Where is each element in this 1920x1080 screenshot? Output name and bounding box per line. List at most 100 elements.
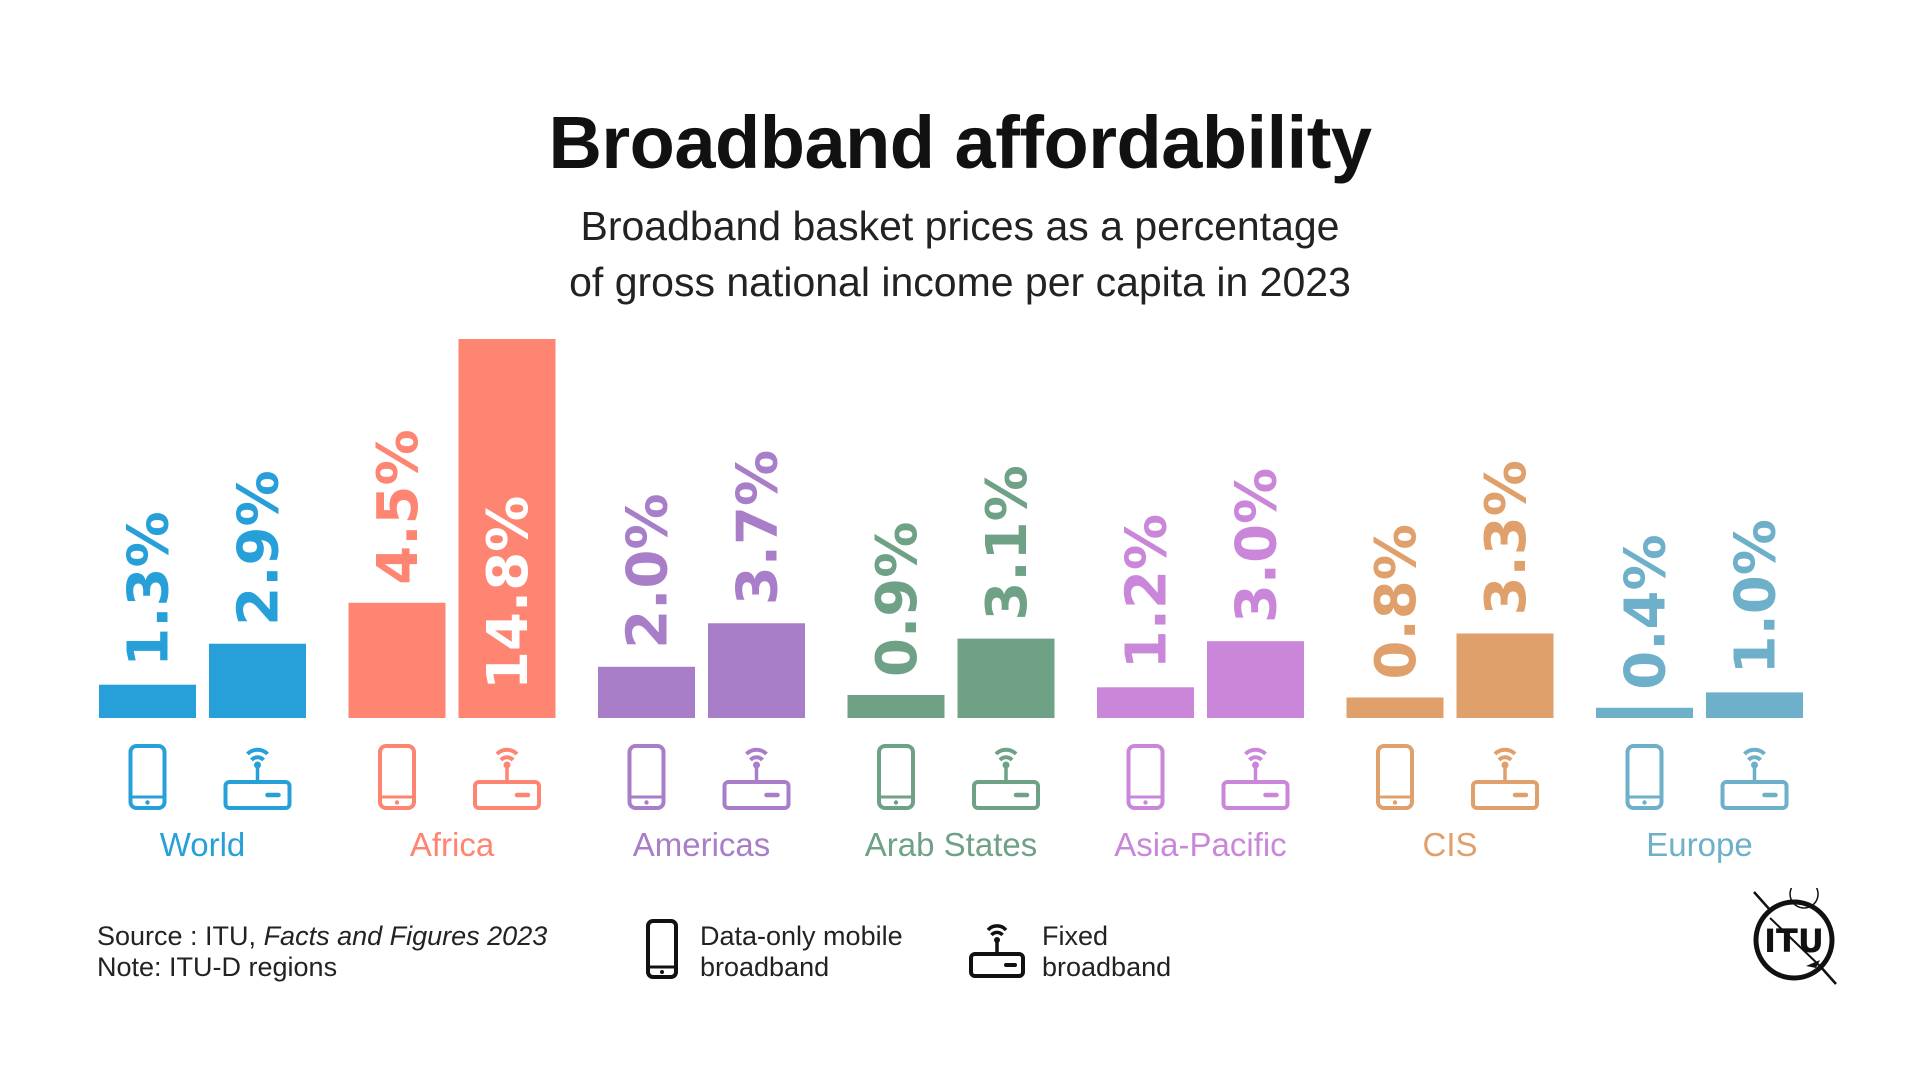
- wifi-arc-outer: [745, 747, 768, 756]
- mobile-phone-icon: [1625, 744, 1664, 810]
- bar-europe-fixed: [1706, 692, 1803, 718]
- value-label-africa-fixed: 14.8%: [476, 496, 541, 690]
- bar-africa-fixed: [458, 339, 556, 718]
- value-label-europe-fixed: 1.0%: [1724, 519, 1789, 674]
- phone-body: [627, 744, 666, 810]
- wifi-dot: [1252, 761, 1259, 769]
- bar-europe-mobile: [1596, 707, 1693, 718]
- value-label-africa-mobile: 4.5%: [366, 429, 431, 584]
- wifi-arc-inner: [1497, 755, 1513, 762]
- mobile-phone-icon: [877, 744, 915, 810]
- itu-logo: ITU: [1753, 888, 1837, 985]
- subtitle-line-1: Broadband basket prices as a percentage: [580, 203, 1340, 249]
- phone-body: [1625, 744, 1664, 810]
- bar-world-mobile: [99, 684, 196, 718]
- value-label-americas-fixed: 3.7%: [726, 450, 791, 605]
- source-note: Source : ITU, Facts and Figures 2023 Not…: [97, 921, 547, 983]
- router-icon: [972, 747, 1040, 810]
- value-label-asia-pacific-mobile: 1.2%: [1115, 514, 1180, 669]
- region-label-africa: Africa: [410, 826, 495, 863]
- region-label-europe: Europe: [1646, 826, 1752, 863]
- phone-home-button: [394, 800, 400, 805]
- region-label-cis: CIS: [1422, 826, 1477, 863]
- legend-fixed-label: Fixed broadband: [1042, 921, 1172, 982]
- source-title: Facts and Figures 2023: [263, 921, 548, 951]
- wifi-dot: [254, 761, 261, 769]
- regions-note: Note: ITU-D regions: [97, 952, 338, 982]
- bar-asia-pacific-fixed: [1207, 641, 1304, 718]
- wifi-arc-outer: [1244, 747, 1267, 756]
- router-body: [972, 780, 1040, 810]
- router-body: [223, 780, 292, 810]
- value-label-world-mobile: 1.3%: [117, 511, 182, 666]
- bar-group-asia-pacific: 1.2% 3.0% Asia-Pacific: [1097, 468, 1304, 863]
- mobile-phone-icon: [1376, 744, 1414, 810]
- legend-mobile-label: Data-only mobile broadband: [700, 921, 903, 982]
- mobile-phone-icon: [627, 744, 666, 810]
- legend-router-icon: [969, 924, 1025, 978]
- mobile-phone-icon: [378, 744, 416, 810]
- subtitle-line-2: of gross national income per capita in 2…: [569, 259, 1351, 305]
- wifi-dot: [503, 761, 511, 769]
- wifi-arc-outer: [246, 747, 269, 756]
- wifi-dot: [753, 761, 760, 769]
- bar-americas-fixed: [708, 623, 805, 718]
- bar-asia-pacific-mobile: [1097, 687, 1194, 718]
- wifi-arc-inner: [749, 755, 764, 762]
- value-label-cis-fixed: 3.3%: [1474, 460, 1539, 615]
- router-body: [1221, 780, 1290, 810]
- mobile-phone-icon: [1126, 744, 1165, 810]
- phone-body: [128, 744, 167, 810]
- phone-home-button: [644, 800, 649, 805]
- phone-home-button: [893, 800, 899, 805]
- phone-home-button: [1392, 800, 1398, 805]
- wifi-dot: [1751, 761, 1758, 769]
- router-body: [1720, 780, 1789, 810]
- wifi-arc-outer: [495, 747, 519, 756]
- value-label-arab-states-fixed: 3.1%: [975, 465, 1040, 620]
- chart-title: Broadband affordability: [548, 101, 1372, 184]
- router-icon: [223, 747, 292, 810]
- wifi-arc-outer: [994, 747, 1018, 756]
- source-prefix: Source : ITU,: [97, 921, 264, 951]
- bar-group-africa: 4.5% 14.8% Africa: [348, 339, 556, 863]
- wifi-dot: [1501, 761, 1509, 769]
- wifi-arc-inner: [998, 755, 1014, 762]
- bar-group-cis: 0.8% 3.3% CIS: [1346, 460, 1554, 863]
- value-label-asia-pacific-fixed: 3.0%: [1225, 468, 1290, 623]
- value-label-americas-mobile: 2.0%: [616, 493, 681, 648]
- logo-text: ITU: [1764, 922, 1824, 960]
- region-label-world: World: [160, 826, 246, 863]
- router-icon: [722, 747, 791, 810]
- router-body: [473, 780, 541, 810]
- wifi-arc-outer: [1743, 747, 1766, 756]
- value-label-arab-states-mobile: 0.9%: [865, 522, 930, 677]
- region-label-asia-pacific: Asia-Pacific: [1114, 826, 1286, 863]
- router-icon: [473, 747, 541, 810]
- wifi-arc-inner: [1747, 755, 1762, 762]
- wifi-arc-inner: [1248, 755, 1263, 762]
- wifi-arc-inner: [250, 755, 265, 762]
- bar-cis-fixed: [1456, 633, 1554, 718]
- bar-group-americas: 2.0% 3.7% Americas: [598, 450, 805, 863]
- mobile-phone-icon: [128, 744, 167, 810]
- bar-arab-states-mobile: [847, 694, 945, 718]
- wifi-arc-inner: [499, 755, 515, 762]
- phone-body: [1126, 744, 1165, 810]
- value-label-world-fixed: 2.9%: [227, 470, 292, 625]
- bar-world-fixed: [209, 643, 306, 718]
- phone-body: [877, 744, 915, 810]
- phone-home-button: [1143, 800, 1148, 805]
- chart-subtitle: Broadband basket prices as a percentage …: [0, 198, 1920, 310]
- bar-africa-mobile: [348, 602, 446, 718]
- phone-home-button: [145, 800, 150, 805]
- phone-body: [378, 744, 416, 810]
- phone-body: [1376, 744, 1414, 810]
- legend-mobile-phone-icon: [646, 919, 678, 979]
- wifi-arc-outer: [1493, 747, 1517, 756]
- value-label-europe-mobile: 0.4%: [1614, 534, 1679, 689]
- bar-group-arab-states: 0.9% 3.1% Arab States: [847, 465, 1055, 863]
- bar-americas-mobile: [598, 666, 695, 718]
- phone-home-button: [1642, 800, 1647, 805]
